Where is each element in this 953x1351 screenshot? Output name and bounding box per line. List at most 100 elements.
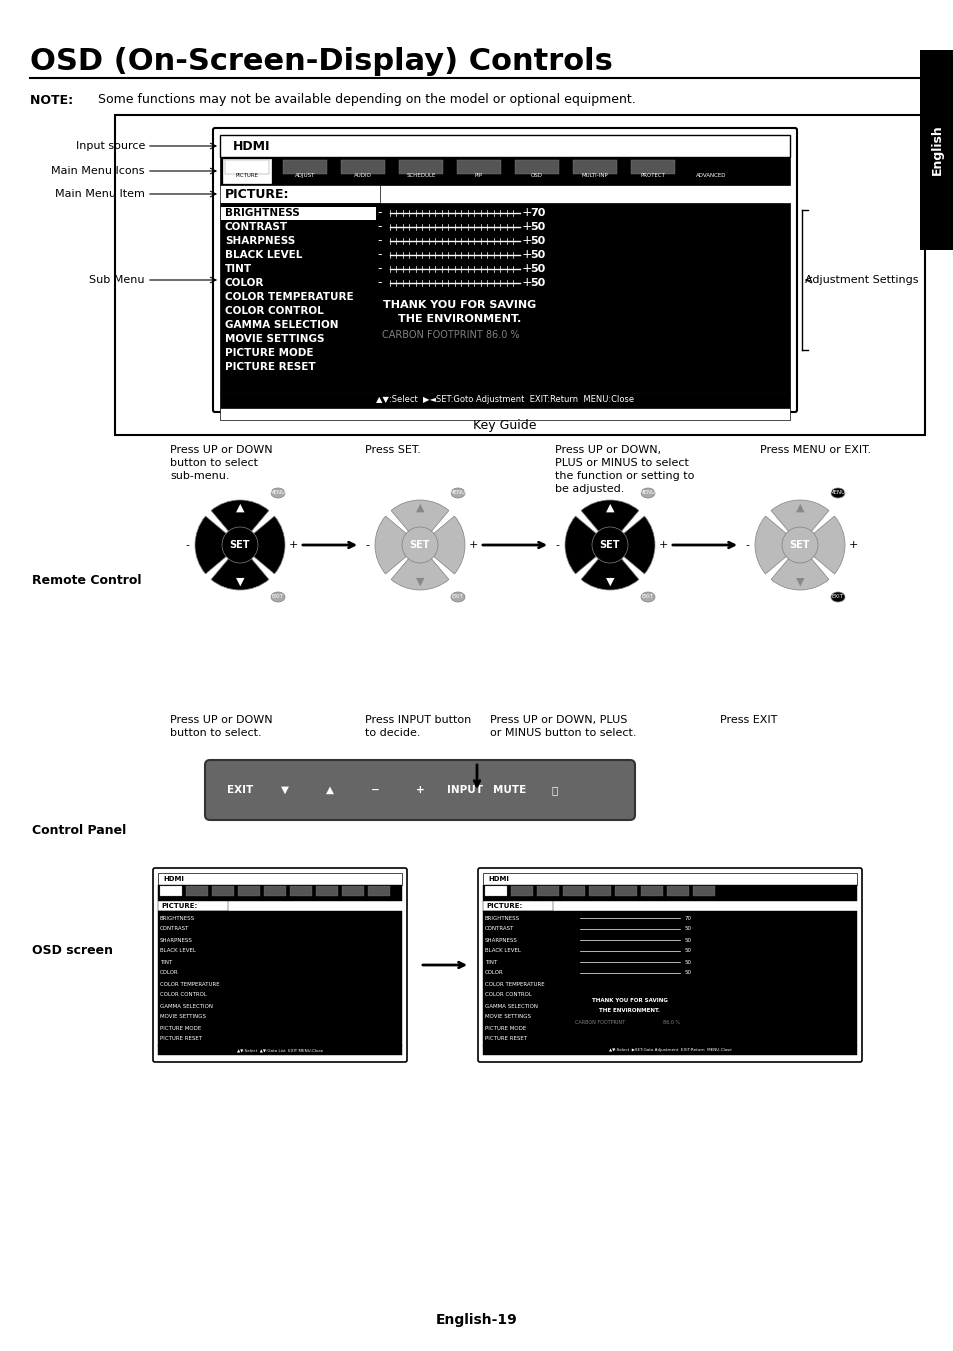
- Text: +: +: [521, 220, 532, 234]
- Wedge shape: [770, 544, 828, 590]
- Text: +: +: [521, 249, 532, 262]
- Wedge shape: [770, 500, 828, 544]
- Text: 50: 50: [530, 278, 545, 288]
- Ellipse shape: [640, 488, 655, 499]
- Text: CARBON FOOTPRINT: CARBON FOOTPRINT: [381, 330, 482, 340]
- Text: CONTRAST: CONTRAST: [225, 222, 288, 232]
- FancyBboxPatch shape: [484, 886, 506, 896]
- Text: GAMMA SELECTION: GAMMA SELECTION: [225, 320, 338, 330]
- FancyBboxPatch shape: [212, 886, 233, 896]
- Text: Press EXIT: Press EXIT: [720, 715, 777, 725]
- Text: MUTE: MUTE: [493, 785, 526, 794]
- Text: AUDIO: AUDIO: [354, 173, 372, 178]
- Circle shape: [401, 527, 437, 563]
- FancyBboxPatch shape: [225, 159, 269, 174]
- Text: be adjusted.: be adjusted.: [555, 484, 623, 494]
- Text: -: -: [377, 235, 381, 247]
- FancyBboxPatch shape: [482, 873, 856, 885]
- Text: PICTURE:: PICTURE:: [225, 188, 289, 200]
- Text: MENU: MENU: [829, 490, 845, 496]
- Text: ▲: ▲: [795, 503, 803, 513]
- FancyBboxPatch shape: [640, 886, 662, 896]
- Wedge shape: [211, 544, 269, 590]
- Text: +: +: [521, 235, 532, 247]
- Text: NOTE:: NOTE:: [30, 93, 77, 107]
- Text: SHARPNESS: SHARPNESS: [160, 938, 193, 943]
- Text: ⏻: ⏻: [551, 785, 558, 794]
- Text: SHARPNESS: SHARPNESS: [225, 236, 294, 246]
- FancyBboxPatch shape: [368, 886, 390, 896]
- Text: -: -: [377, 262, 381, 276]
- Text: GAMMA SELECTION: GAMMA SELECTION: [160, 1004, 213, 1008]
- Text: BRIGHTNESS: BRIGHTNESS: [484, 916, 519, 920]
- Text: +: +: [658, 540, 667, 550]
- FancyBboxPatch shape: [482, 901, 553, 911]
- Text: 70: 70: [684, 916, 691, 920]
- Text: PICTURE MODE: PICTURE MODE: [484, 1025, 526, 1031]
- Text: Control Panel: Control Panel: [32, 824, 126, 836]
- Text: PIP: PIP: [475, 173, 482, 178]
- Ellipse shape: [451, 488, 464, 499]
- Text: EXIT: EXIT: [641, 594, 654, 600]
- Text: CARBON FOOTPRINT: CARBON FOOTPRINT: [575, 1020, 624, 1024]
- Text: −: −: [370, 785, 379, 794]
- Text: 86.0 %: 86.0 %: [486, 330, 519, 340]
- Text: SET: SET: [410, 540, 430, 550]
- Text: +: +: [416, 785, 424, 794]
- Text: PICTURE MODE: PICTURE MODE: [225, 349, 314, 358]
- Text: ADJUST: ADJUST: [294, 173, 314, 178]
- Text: -: -: [365, 540, 369, 550]
- FancyBboxPatch shape: [220, 203, 789, 393]
- Text: INPUT: INPUT: [447, 785, 482, 794]
- Text: 50: 50: [684, 948, 691, 954]
- Text: +: +: [288, 540, 297, 550]
- FancyBboxPatch shape: [630, 159, 675, 174]
- Text: 70: 70: [530, 208, 545, 218]
- Wedge shape: [419, 516, 464, 574]
- FancyBboxPatch shape: [456, 159, 500, 174]
- FancyBboxPatch shape: [220, 393, 789, 408]
- Text: Main Menu Icons: Main Menu Icons: [51, 166, 145, 176]
- Text: THE ENVIRONMENT.: THE ENVIRONMENT.: [598, 1008, 659, 1013]
- FancyBboxPatch shape: [220, 408, 789, 420]
- Circle shape: [592, 527, 627, 563]
- Wedge shape: [754, 516, 800, 574]
- Text: COLOR CONTROL: COLOR CONTROL: [160, 993, 207, 997]
- Text: Press INPUT button: Press INPUT button: [365, 715, 471, 725]
- FancyBboxPatch shape: [482, 885, 856, 901]
- Text: 50: 50: [530, 236, 545, 246]
- Text: OSD: OSD: [531, 173, 542, 178]
- Text: ▲▼:Select  ▶SET:Goto Adjustment  EXIT:Return  MENU:Close: ▲▼:Select ▶SET:Goto Adjustment EXIT:Retu…: [608, 1048, 731, 1052]
- Text: 50: 50: [684, 927, 691, 931]
- Text: PROTECT: PROTECT: [639, 173, 665, 178]
- Text: Key Guide: Key Guide: [473, 419, 537, 431]
- Text: Input source: Input source: [75, 141, 145, 151]
- Text: HDMI: HDMI: [163, 875, 184, 882]
- Text: EXIT: EXIT: [227, 785, 253, 794]
- Text: Press SET.: Press SET.: [365, 444, 420, 455]
- Text: MENU: MENU: [450, 490, 466, 496]
- FancyBboxPatch shape: [666, 886, 688, 896]
- Text: button to select.: button to select.: [170, 728, 261, 738]
- Text: TINT: TINT: [484, 959, 497, 965]
- Ellipse shape: [830, 488, 844, 499]
- Ellipse shape: [640, 592, 655, 603]
- Text: PICTURE RESET: PICTURE RESET: [484, 1036, 526, 1042]
- Wedge shape: [580, 544, 639, 590]
- FancyBboxPatch shape: [482, 911, 856, 1046]
- FancyBboxPatch shape: [482, 1046, 856, 1055]
- Text: the function or setting to: the function or setting to: [555, 471, 694, 481]
- Text: THANK YOU FOR SAVING: THANK YOU FOR SAVING: [592, 997, 667, 1002]
- Wedge shape: [391, 500, 449, 544]
- Wedge shape: [211, 500, 269, 544]
- Text: -: -: [744, 540, 748, 550]
- Text: CONTRAST: CONTRAST: [484, 927, 514, 931]
- FancyBboxPatch shape: [160, 886, 182, 896]
- Text: COLOR: COLOR: [484, 970, 503, 975]
- Text: button to select: button to select: [170, 458, 257, 467]
- Text: PICTURE MODE: PICTURE MODE: [160, 1025, 201, 1031]
- FancyBboxPatch shape: [290, 886, 312, 896]
- Text: ADVANCED: ADVANCED: [695, 173, 725, 178]
- FancyBboxPatch shape: [398, 159, 442, 174]
- Text: ▼: ▼: [605, 577, 614, 586]
